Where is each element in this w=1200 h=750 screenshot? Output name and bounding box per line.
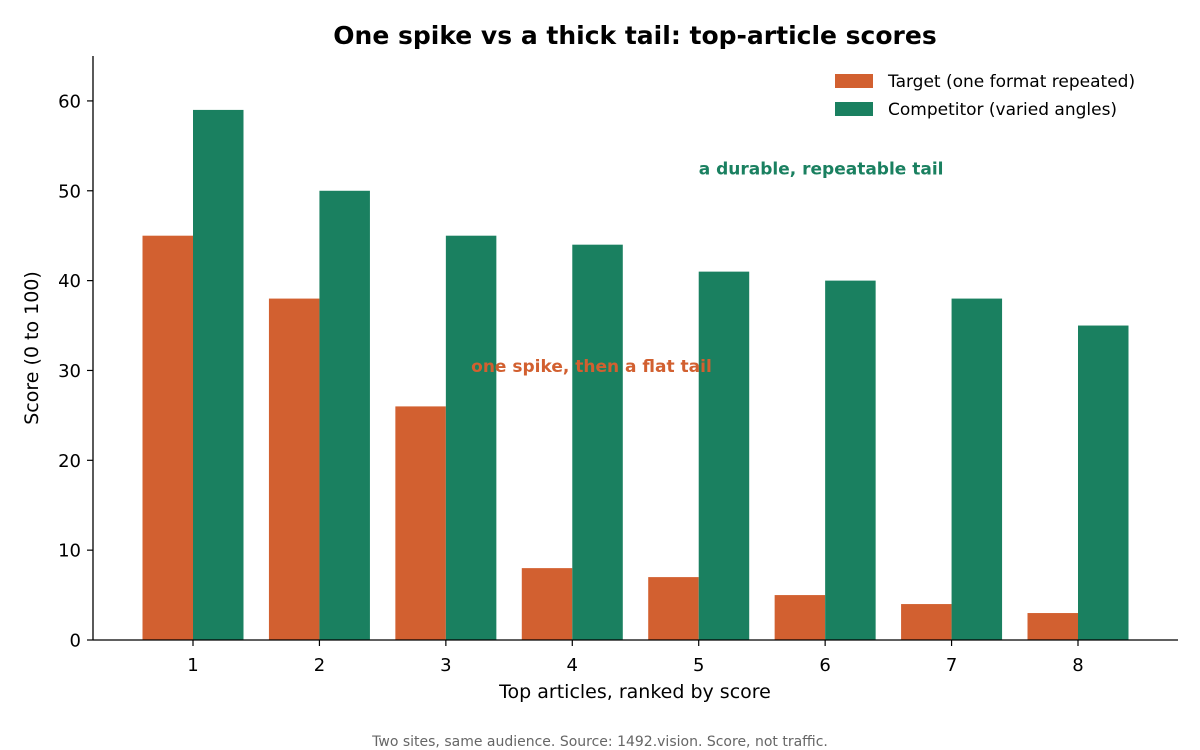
bar-target-8: [1027, 613, 1078, 640]
bar-target-1: [142, 235, 193, 640]
bar-competitor-1: [193, 109, 244, 640]
y-tick-label: 20: [58, 451, 81, 472]
x-axis-label: Top articles, ranked by score: [498, 681, 771, 703]
x-tick-label: 5: [693, 655, 704, 676]
annotation-1: a durable, repeatable tail: [699, 159, 944, 179]
bar-target-4: [521, 568, 573, 640]
legend-swatch: [835, 102, 873, 116]
bar-competitor-7: [951, 298, 1003, 640]
bar-competitor-2: [319, 190, 370, 640]
y-tick-label: 50: [58, 181, 81, 202]
legend-swatch: [835, 74, 873, 88]
chart-title: One spike vs a thick tail: top-article s…: [333, 21, 936, 50]
bar-competitor-3: [445, 235, 497, 640]
x-tick-label: 3: [440, 655, 451, 676]
x-tick-label: 6: [819, 655, 830, 676]
bar-target-3: [395, 406, 446, 640]
annotations-layer: a durable, repeatable tail one spike, the…: [471, 159, 943, 377]
annotation-2: one spike, then a flat tail: [471, 357, 712, 377]
x-tick-label: 8: [1072, 655, 1083, 676]
axes-layer: 0 10 20 30 40 50 60 1 2 3 4 5 6 7 8: [58, 56, 1178, 676]
bar-target-6: [774, 595, 826, 640]
bar-competitor-4: [572, 244, 623, 640]
bar-competitor-5: [698, 271, 750, 640]
bars-layer: [142, 109, 1129, 640]
x-tick-label: 2: [314, 655, 325, 676]
bar-target-7: [901, 604, 952, 640]
y-tick-label: 0: [70, 631, 81, 652]
y-tick-label: 40: [58, 271, 81, 292]
bar-target-2: [268, 298, 320, 640]
chart-caption: Two sites, same audience. Source: 1492.v…: [371, 734, 828, 750]
x-tick-label: 7: [946, 655, 957, 676]
y-tick-label: 60: [58, 91, 81, 112]
bar-target-5: [648, 577, 699, 640]
y-tick-label: 30: [58, 361, 81, 382]
bar-competitor-6: [825, 280, 876, 640]
legend-label: Target (one format repeated): [887, 72, 1135, 92]
legend-label: Competitor (varied angles): [888, 100, 1117, 120]
y-axis-label: Score (0 to 100): [21, 271, 43, 425]
x-tick-label: 4: [567, 655, 578, 676]
legend: Target (one format repeated) Competitor (…: [835, 72, 1135, 120]
x-tick-label: 1: [187, 655, 198, 676]
y-tick-label: 10: [58, 541, 81, 562]
bar-competitor-8: [1078, 325, 1129, 640]
